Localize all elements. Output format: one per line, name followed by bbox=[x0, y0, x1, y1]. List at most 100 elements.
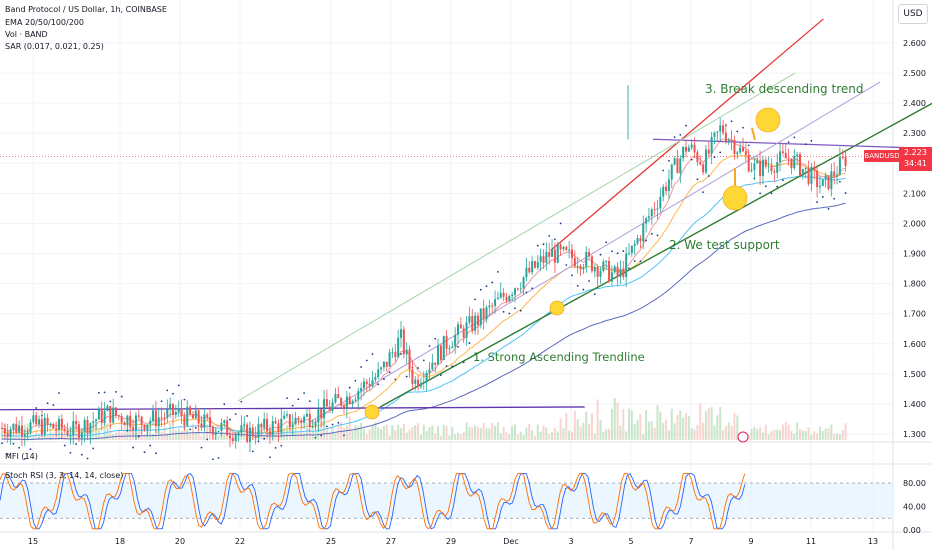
candle-body bbox=[89, 423, 92, 434]
indicator-sar[interactable]: SAR (0.017, 0.021, 0.25) bbox=[5, 42, 104, 51]
volume-bar bbox=[217, 435, 220, 440]
sar-dot bbox=[525, 291, 528, 294]
volume-bar bbox=[676, 414, 679, 440]
volume-bar bbox=[52, 432, 55, 440]
sar-dot bbox=[331, 423, 334, 426]
candle-body bbox=[750, 169, 753, 172]
sar-dot bbox=[383, 378, 385, 381]
volume-bar bbox=[397, 424, 400, 440]
candle-body bbox=[52, 423, 55, 429]
candle-body bbox=[77, 424, 80, 438]
sar-dot bbox=[212, 458, 214, 461]
volume-bar bbox=[317, 426, 320, 440]
volume-bar bbox=[519, 431, 522, 440]
volume-bar bbox=[662, 423, 665, 440]
mfi-label[interactable]: MFI (14) bbox=[5, 452, 38, 461]
price-tick-label: 1.900 bbox=[903, 250, 926, 259]
price-axis[interactable]: 2.6002.5002.4002.3002.2002.1002.0001.900… bbox=[903, 39, 926, 439]
candle-body bbox=[345, 396, 348, 409]
sar-dot bbox=[673, 136, 676, 139]
volume-bar bbox=[841, 430, 844, 440]
volume-bar bbox=[801, 430, 804, 440]
candle-body bbox=[109, 406, 112, 423]
volume-bar bbox=[354, 425, 357, 440]
time-tick-label: 7 bbox=[688, 537, 693, 546]
candle-body bbox=[374, 377, 377, 381]
volume-bar bbox=[830, 424, 833, 440]
candle-body bbox=[454, 334, 457, 347]
marker-layer bbox=[364, 107, 781, 443]
sar-dot bbox=[103, 391, 106, 394]
volume-bar bbox=[368, 429, 371, 440]
volume-bar bbox=[779, 430, 782, 440]
candle-body bbox=[553, 249, 556, 263]
stoch-label[interactable]: Stoch RSI (3, 3, 14, 14, close) bbox=[5, 471, 124, 480]
candle-body bbox=[311, 426, 314, 428]
sar-dot bbox=[485, 285, 488, 288]
sar-dot bbox=[337, 421, 340, 424]
currency-button[interactable]: USD bbox=[898, 4, 928, 24]
volume-bar bbox=[414, 425, 417, 440]
sar-dot bbox=[622, 250, 625, 252]
volume-bar bbox=[528, 423, 531, 440]
candle-body bbox=[744, 151, 747, 156]
candle-body bbox=[784, 153, 787, 159]
candle-body bbox=[633, 243, 636, 246]
volume-bar bbox=[152, 434, 155, 440]
candle-body bbox=[673, 158, 676, 165]
volume-bar bbox=[610, 408, 613, 440]
candle-body bbox=[704, 149, 707, 173]
candle-body bbox=[756, 160, 759, 164]
candle-body bbox=[172, 404, 174, 415]
candle-body bbox=[9, 429, 12, 437]
last-price: 2.223 bbox=[904, 148, 927, 157]
candle-body bbox=[328, 406, 331, 411]
stoch-k-line bbox=[0, 473, 746, 530]
volume-bar bbox=[833, 434, 836, 440]
sar-dot bbox=[468, 342, 471, 344]
candle-body bbox=[710, 136, 713, 154]
volume-bar bbox=[442, 424, 445, 440]
indicator-vol[interactable]: Vol · BAND bbox=[5, 30, 48, 39]
candle-body bbox=[494, 299, 497, 306]
indicator-ema[interactable]: EMA 20/50/100/200 bbox=[5, 18, 84, 27]
volume-bar bbox=[471, 427, 474, 440]
candle-body bbox=[576, 266, 579, 268]
volume-bar bbox=[770, 431, 773, 440]
volume-bar bbox=[303, 432, 306, 440]
volume-bar bbox=[685, 413, 687, 440]
sar-dot bbox=[183, 398, 186, 401]
volume-bar bbox=[608, 428, 611, 440]
volume-bar bbox=[314, 431, 317, 440]
sar-dot bbox=[565, 264, 568, 266]
sar-dot bbox=[764, 185, 767, 188]
candle-body bbox=[471, 316, 474, 331]
candle-layer bbox=[1, 85, 847, 452]
sar-dot bbox=[137, 435, 140, 438]
candle-body bbox=[348, 396, 351, 404]
volume-bar bbox=[548, 434, 551, 440]
volume-bar bbox=[137, 426, 140, 440]
candle-body bbox=[693, 144, 696, 153]
candle-body bbox=[397, 337, 400, 358]
time-tick-label: 29 bbox=[446, 537, 456, 546]
candle-body bbox=[371, 380, 374, 387]
volume-bar bbox=[636, 419, 639, 440]
candle-body bbox=[388, 352, 391, 367]
sar-dot bbox=[782, 179, 784, 182]
sar-dot bbox=[35, 407, 38, 409]
volume-bar bbox=[533, 435, 536, 440]
time-axis[interactable]: 15 18 20 22 25 27 29 Dec 3 5 7 9 11 13 bbox=[28, 537, 878, 546]
volume-bar bbox=[454, 434, 457, 440]
sar-dot bbox=[514, 307, 516, 310]
volume-bar bbox=[66, 435, 69, 440]
candle-body bbox=[685, 146, 687, 152]
candle-body bbox=[605, 260, 608, 262]
candle-body bbox=[274, 421, 277, 424]
candle-body bbox=[667, 179, 670, 191]
candle-body bbox=[439, 345, 442, 361]
candle-body bbox=[257, 423, 260, 439]
candle-body bbox=[628, 253, 630, 255]
candle-body bbox=[830, 171, 833, 190]
